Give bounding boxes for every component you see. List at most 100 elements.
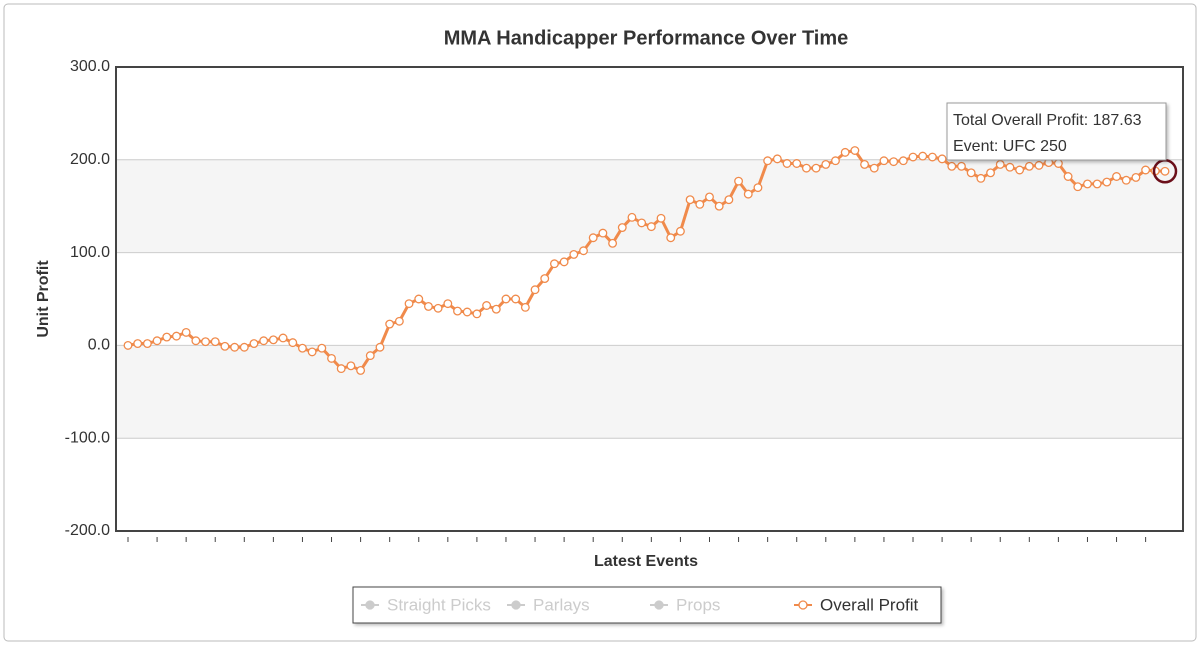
data-point xyxy=(307,347,317,357)
data-point xyxy=(278,333,288,343)
data-point xyxy=(831,156,840,166)
data-point xyxy=(1083,179,1092,189)
data-point xyxy=(879,156,889,166)
data-point xyxy=(579,246,588,256)
data-point xyxy=(860,159,870,169)
data-point xyxy=(472,309,482,319)
data-point xyxy=(792,159,802,168)
data-point xyxy=(181,327,191,337)
data-point xyxy=(394,316,404,326)
data-point xyxy=(414,294,424,304)
data-point xyxy=(559,257,569,267)
y-tick-label: -100.0 xyxy=(65,429,110,446)
legend-marker[interactable] xyxy=(511,600,521,610)
y-tick-label: 100.0 xyxy=(70,244,110,261)
data-point xyxy=(743,189,753,199)
data-point xyxy=(230,342,240,352)
data-point xyxy=(220,341,230,351)
legend-marker[interactable] xyxy=(365,600,375,610)
data-point xyxy=(714,201,724,211)
x-axis-label: Latest Events xyxy=(594,553,698,570)
legend-marker[interactable] xyxy=(654,600,664,610)
legend-label[interactable]: Props xyxy=(676,595,720,614)
data-point xyxy=(375,342,385,352)
data-point xyxy=(172,331,181,341)
data-point xyxy=(462,307,472,317)
data-point xyxy=(1015,165,1025,175)
data-point xyxy=(1034,160,1044,170)
data-point xyxy=(491,304,501,314)
data-point xyxy=(889,157,899,167)
data-point xyxy=(1024,161,1034,171)
data-point xyxy=(297,343,307,353)
data-point xyxy=(259,336,269,346)
data-point xyxy=(976,173,986,183)
data-point xyxy=(840,147,850,157)
data-point xyxy=(918,151,928,161)
data-point xyxy=(404,299,414,309)
data-point xyxy=(520,302,530,312)
data-point xyxy=(927,152,937,162)
data-point xyxy=(724,195,734,205)
data-point xyxy=(336,364,346,374)
data-point xyxy=(152,336,162,346)
data-point xyxy=(482,301,492,310)
plot-band xyxy=(116,345,1183,439)
data-point xyxy=(734,176,744,186)
data-point xyxy=(249,339,259,348)
data-point xyxy=(821,159,831,169)
y-tick-label: 200.0 xyxy=(70,151,110,168)
data-point xyxy=(617,223,627,232)
data-point xyxy=(957,161,966,171)
chart-frame xyxy=(3,3,1197,642)
data-point xyxy=(530,285,540,295)
data-point xyxy=(1141,165,1151,175)
y-tick-label: 300.0 xyxy=(70,58,110,75)
data-point xyxy=(385,319,395,329)
tooltip-box xyxy=(946,102,1167,161)
data-point xyxy=(365,351,375,361)
data-point xyxy=(782,159,792,168)
data-point xyxy=(1073,182,1083,192)
data-point xyxy=(966,168,976,178)
data-point xyxy=(695,199,705,209)
legend-marker[interactable] xyxy=(798,600,808,610)
tooltip-line: Total Overall Profit: 187.63 xyxy=(953,112,1142,129)
data-point xyxy=(1112,172,1121,181)
data-point xyxy=(1005,162,1015,172)
data-point xyxy=(908,152,918,162)
data-point xyxy=(598,228,608,238)
data-point xyxy=(801,163,811,173)
data-point xyxy=(453,306,462,316)
data-point xyxy=(898,156,908,166)
data-point xyxy=(627,212,637,222)
data-point xyxy=(685,195,695,205)
data-point xyxy=(753,183,763,193)
data-point xyxy=(540,274,550,284)
data-point xyxy=(995,159,1005,169)
data-point xyxy=(162,332,172,342)
data-point xyxy=(588,233,598,243)
chart-title: MMA Handicapper Performance Over Time xyxy=(444,27,849,49)
data-point xyxy=(191,336,201,346)
legend-label[interactable]: Straight Picks xyxy=(387,595,491,614)
data-point xyxy=(772,154,782,164)
data-point xyxy=(675,226,685,236)
data-point xyxy=(423,301,433,311)
legend-label[interactable]: Parlays xyxy=(533,595,590,614)
data-point xyxy=(268,335,278,345)
data-point xyxy=(356,366,366,375)
tooltip-line: Event: UFC 250 xyxy=(953,138,1067,155)
data-point xyxy=(947,161,957,171)
data-point xyxy=(327,353,336,363)
plot-border xyxy=(115,66,1184,532)
data-point xyxy=(869,163,879,173)
data-point xyxy=(239,342,249,352)
y-axis-label: Unit Profit xyxy=(35,260,52,338)
data-point xyxy=(346,361,356,371)
legend-label[interactable]: Overall Profit xyxy=(820,595,919,614)
data-point xyxy=(1160,166,1170,176)
data-point xyxy=(811,163,821,173)
data-point xyxy=(501,294,511,304)
